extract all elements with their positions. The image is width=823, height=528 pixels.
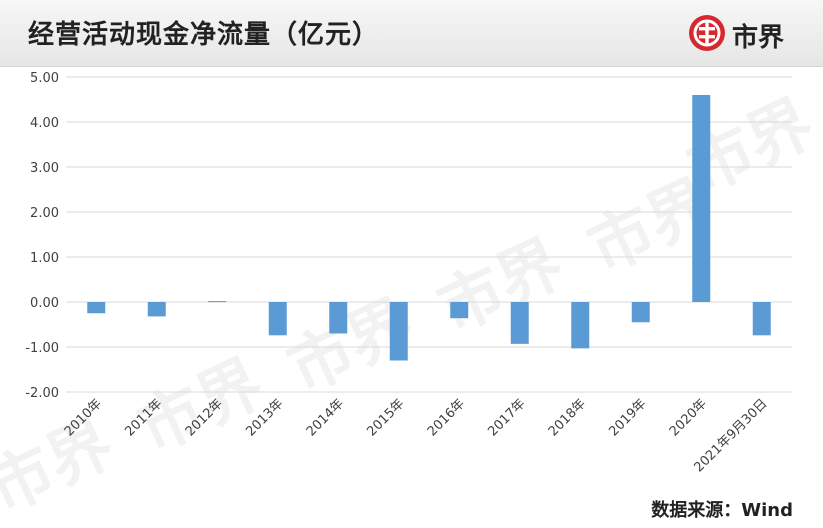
page-title: 经营活动现金净流量（亿元） (28, 20, 380, 50)
bar (208, 301, 227, 303)
y-axis-tick-labels: 5.00 4.00 3.00 2.00 1.00 0.00 -1.00 -2.00 (25, 71, 59, 401)
x-tick-label: 2017年 (485, 396, 528, 439)
bar (752, 302, 771, 336)
bar (268, 302, 287, 336)
bar (510, 302, 529, 344)
x-tick-label: 2019年 (606, 396, 649, 439)
y-tick-label: 3.00 (30, 161, 59, 176)
brand-logo-icon (689, 15, 725, 51)
x-tick-label: 2015年 (364, 396, 407, 439)
y-tick-label: 0.00 (30, 296, 59, 311)
data-source-note: 数据来源：Wind (651, 500, 793, 521)
x-tick-label: 2018年 (546, 396, 589, 439)
y-tick-label: 4.00 (30, 116, 59, 131)
watermark-text: 市界 (0, 406, 125, 527)
x-tick-label: 2016年 (425, 396, 468, 439)
bar (147, 302, 166, 317)
y-tick-label: 5.00 (30, 71, 59, 86)
brand-logo-text: 市界 (732, 23, 785, 53)
gridlines (66, 76, 792, 393)
bar (571, 302, 590, 349)
y-tick-label: -1.00 (25, 341, 59, 356)
bar (450, 302, 469, 319)
bar (631, 302, 650, 323)
y-tick-label: 2.00 (30, 206, 59, 221)
x-tick-label: 2020年 (667, 396, 710, 439)
y-tick-label: -2.00 (25, 386, 59, 401)
bar (692, 95, 711, 302)
bar (389, 302, 408, 361)
bar (87, 302, 106, 314)
watermark-text: 市界 (427, 226, 574, 347)
bar (329, 302, 348, 334)
brand-logo: 市界 (688, 14, 798, 54)
header-bar: 经营活动现金净流量（亿元） 市界 (0, 0, 823, 67)
bars (87, 95, 771, 361)
y-tick-label: 1.00 (30, 251, 59, 266)
